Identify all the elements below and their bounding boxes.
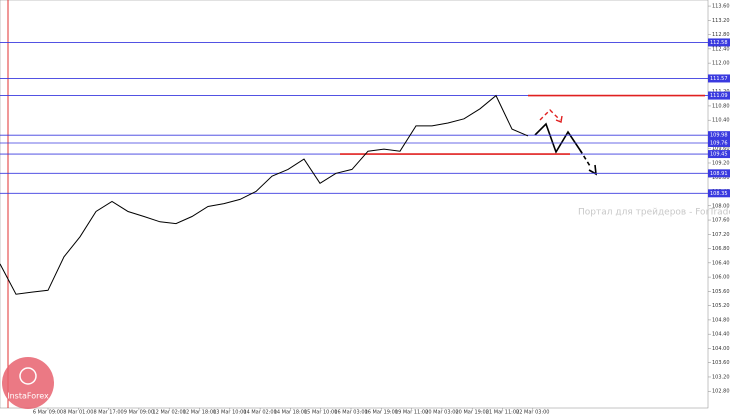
y-tick-label: 105.20 <box>712 303 730 309</box>
forecast-arrows <box>534 109 597 176</box>
y-tick-label: 112.00 <box>712 61 730 67</box>
level-label: 111.57 <box>710 76 728 82</box>
x-tick-label: 20 Mar 03:00 <box>425 410 458 416</box>
logo: InstaForex <box>2 357 54 409</box>
x-tick-label: 9 Mar 09:00 <box>124 410 154 416</box>
level-tag <box>708 38 730 47</box>
level-label: 109.76 <box>710 141 728 147</box>
watermark: Портал для трейдеров - ForTrader.ru <box>578 208 730 218</box>
level-tag <box>708 189 730 198</box>
x-tick-label: 19 Mar 11:00 <box>395 410 428 416</box>
level-tag <box>708 91 730 100</box>
x-tick-label: 13 Mar 10:00 <box>213 410 246 416</box>
level-tag <box>708 169 730 178</box>
y-tick-label: 104.40 <box>712 332 730 338</box>
level-tag <box>708 139 730 148</box>
y-tick-label: 104.80 <box>712 317 730 323</box>
y-tick-label: 106.80 <box>712 246 730 252</box>
y-tick-label: 103.20 <box>712 374 730 380</box>
x-tick-label: 16 Mar 03:00 <box>334 410 367 416</box>
level-tag <box>708 150 730 159</box>
y-tick-label: 108.80 <box>712 175 730 181</box>
x-tick-label: 6 Mar 09:00 <box>33 410 63 416</box>
x-tick-label: 21 Mar 11:00 <box>486 410 519 416</box>
plot-area <box>0 0 709 409</box>
y-tick-label: 110.40 <box>712 118 730 124</box>
level-tag <box>708 74 730 83</box>
level-label: 109.45 <box>710 152 728 158</box>
y-tick-label: 109.60 <box>712 146 730 152</box>
y-tick-label: 103.60 <box>712 360 730 366</box>
y-tick-label: 109.20 <box>712 160 730 166</box>
level-label: 109.98 <box>710 133 728 139</box>
y-tick-label: 106.40 <box>712 260 730 266</box>
price-line <box>0 94 529 295</box>
x-tick-label: 8 Mar 01:00 <box>63 410 93 416</box>
x-tick-label: 12 Mar 18:00 <box>183 410 216 416</box>
y-tick-label: 105.60 <box>712 289 730 295</box>
x-tick-label: 20 Mar 19:00 <box>456 410 489 416</box>
level-label: 111.09 <box>710 93 728 99</box>
logo-text: InstaForex <box>7 392 49 401</box>
x-tick-label: 8 Mar 17:00 <box>93 410 123 416</box>
y-tick-label: 106.00 <box>712 275 730 281</box>
y-tick-label: 107.20 <box>712 232 730 238</box>
level-label: 108.91 <box>710 171 728 177</box>
y-tick-label: 110.80 <box>712 103 730 109</box>
y-tick-label: 113.20 <box>712 18 730 24</box>
x-tick-label: 15 Mar 10:00 <box>304 410 337 416</box>
level-label: 112.58 <box>710 40 728 46</box>
x-tick-label: 14 Mar 18:00 <box>274 410 307 416</box>
x-tick-label: 12 Mar 02:00 <box>153 410 186 416</box>
y-tick-label: 108.00 <box>712 203 730 209</box>
x-tick-label: 16 Mar 19:00 <box>365 410 398 416</box>
y-tick-label: 102.80 <box>712 389 730 395</box>
y-tick-label: 112.40 <box>712 46 730 52</box>
y-tick-label: 104.00 <box>712 346 730 352</box>
y-tick-label: 113.60 <box>712 4 730 10</box>
level-tag <box>708 131 730 140</box>
y-tick-label: 112.80 <box>712 32 730 38</box>
x-tick-label: 14 Mar 02:00 <box>243 410 276 416</box>
y-tick-label: 107.60 <box>712 218 730 224</box>
x-tick-label: 22 Mar 03:00 <box>516 410 549 416</box>
level-label: 108.35 <box>710 191 728 197</box>
